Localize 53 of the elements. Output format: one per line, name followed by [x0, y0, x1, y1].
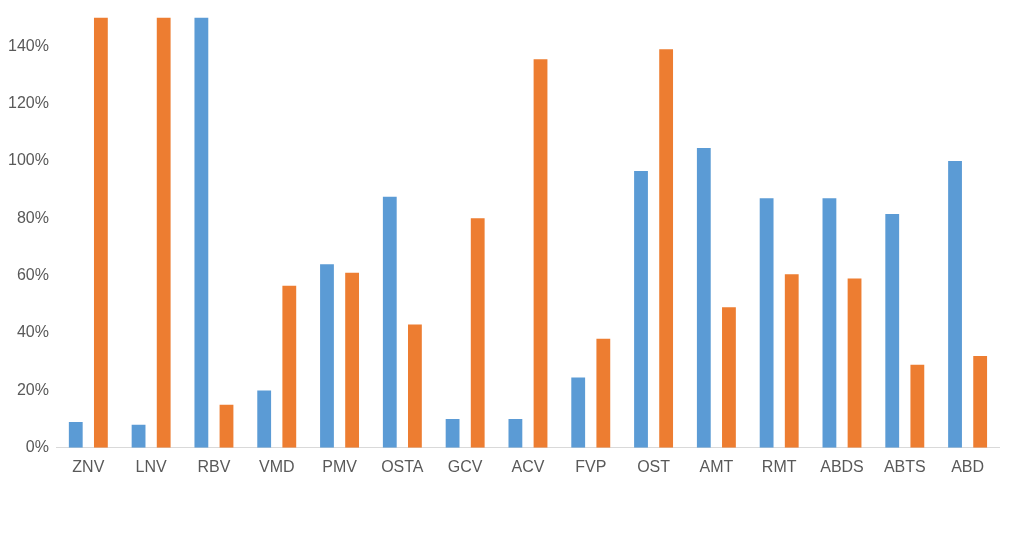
bar [533, 59, 548, 448]
x-tick-label: GCV [447, 457, 483, 475]
bar [320, 264, 334, 448]
x-tick-label: OSTA [381, 457, 424, 475]
bar [571, 377, 586, 448]
bar [759, 198, 774, 448]
bar [131, 424, 146, 448]
bar [470, 218, 485, 448]
x-tick-label: OST [637, 457, 671, 475]
bar [973, 356, 988, 448]
y-tick-label: 80% [16, 208, 49, 226]
y-tick-label: 20% [16, 380, 49, 398]
bar [408, 324, 422, 448]
y-tick-label: 140% [8, 36, 49, 54]
bar [93, 17, 108, 448]
bar [508, 419, 523, 448]
y-tick-label: 40% [16, 323, 49, 341]
bar [282, 285, 297, 448]
x-tick-label: FVP [575, 457, 607, 475]
x-tick-label: AMT [699, 457, 734, 475]
bar [696, 148, 711, 448]
bar [345, 272, 360, 448]
y-tick-label: 0% [25, 438, 49, 456]
bar [68, 421, 83, 448]
bar [784, 274, 799, 448]
bar [596, 338, 611, 448]
y-tick-label: 120% [8, 94, 49, 112]
bar [445, 419, 460, 448]
x-tick-label: ABD [951, 457, 985, 475]
x-tick-label: RBV [197, 457, 231, 475]
bar [219, 404, 234, 448]
bar [948, 161, 962, 448]
bar [885, 214, 900, 448]
x-tick-label: VMD [258, 457, 295, 475]
bar [156, 17, 171, 448]
bar [847, 278, 862, 448]
x-tick-label: RMT [761, 457, 797, 475]
x-tick-label: ACV [511, 457, 545, 475]
x-tick-label: ABTS [883, 457, 926, 475]
bar [910, 364, 925, 448]
x-tick-label: PMV [322, 457, 358, 475]
bar [194, 17, 209, 448]
bar [257, 390, 272, 448]
x-tick-label: ABDS [820, 457, 864, 475]
y-tick-label: 100% [8, 151, 49, 169]
bar [659, 49, 674, 448]
y-tick-label: 60% [16, 266, 49, 284]
bar [634, 171, 648, 448]
bar [722, 307, 736, 448]
bar [822, 198, 837, 448]
x-tick-label: ZNV [72, 457, 105, 475]
bar [382, 196, 397, 448]
x-tick-label: LNV [135, 457, 168, 475]
